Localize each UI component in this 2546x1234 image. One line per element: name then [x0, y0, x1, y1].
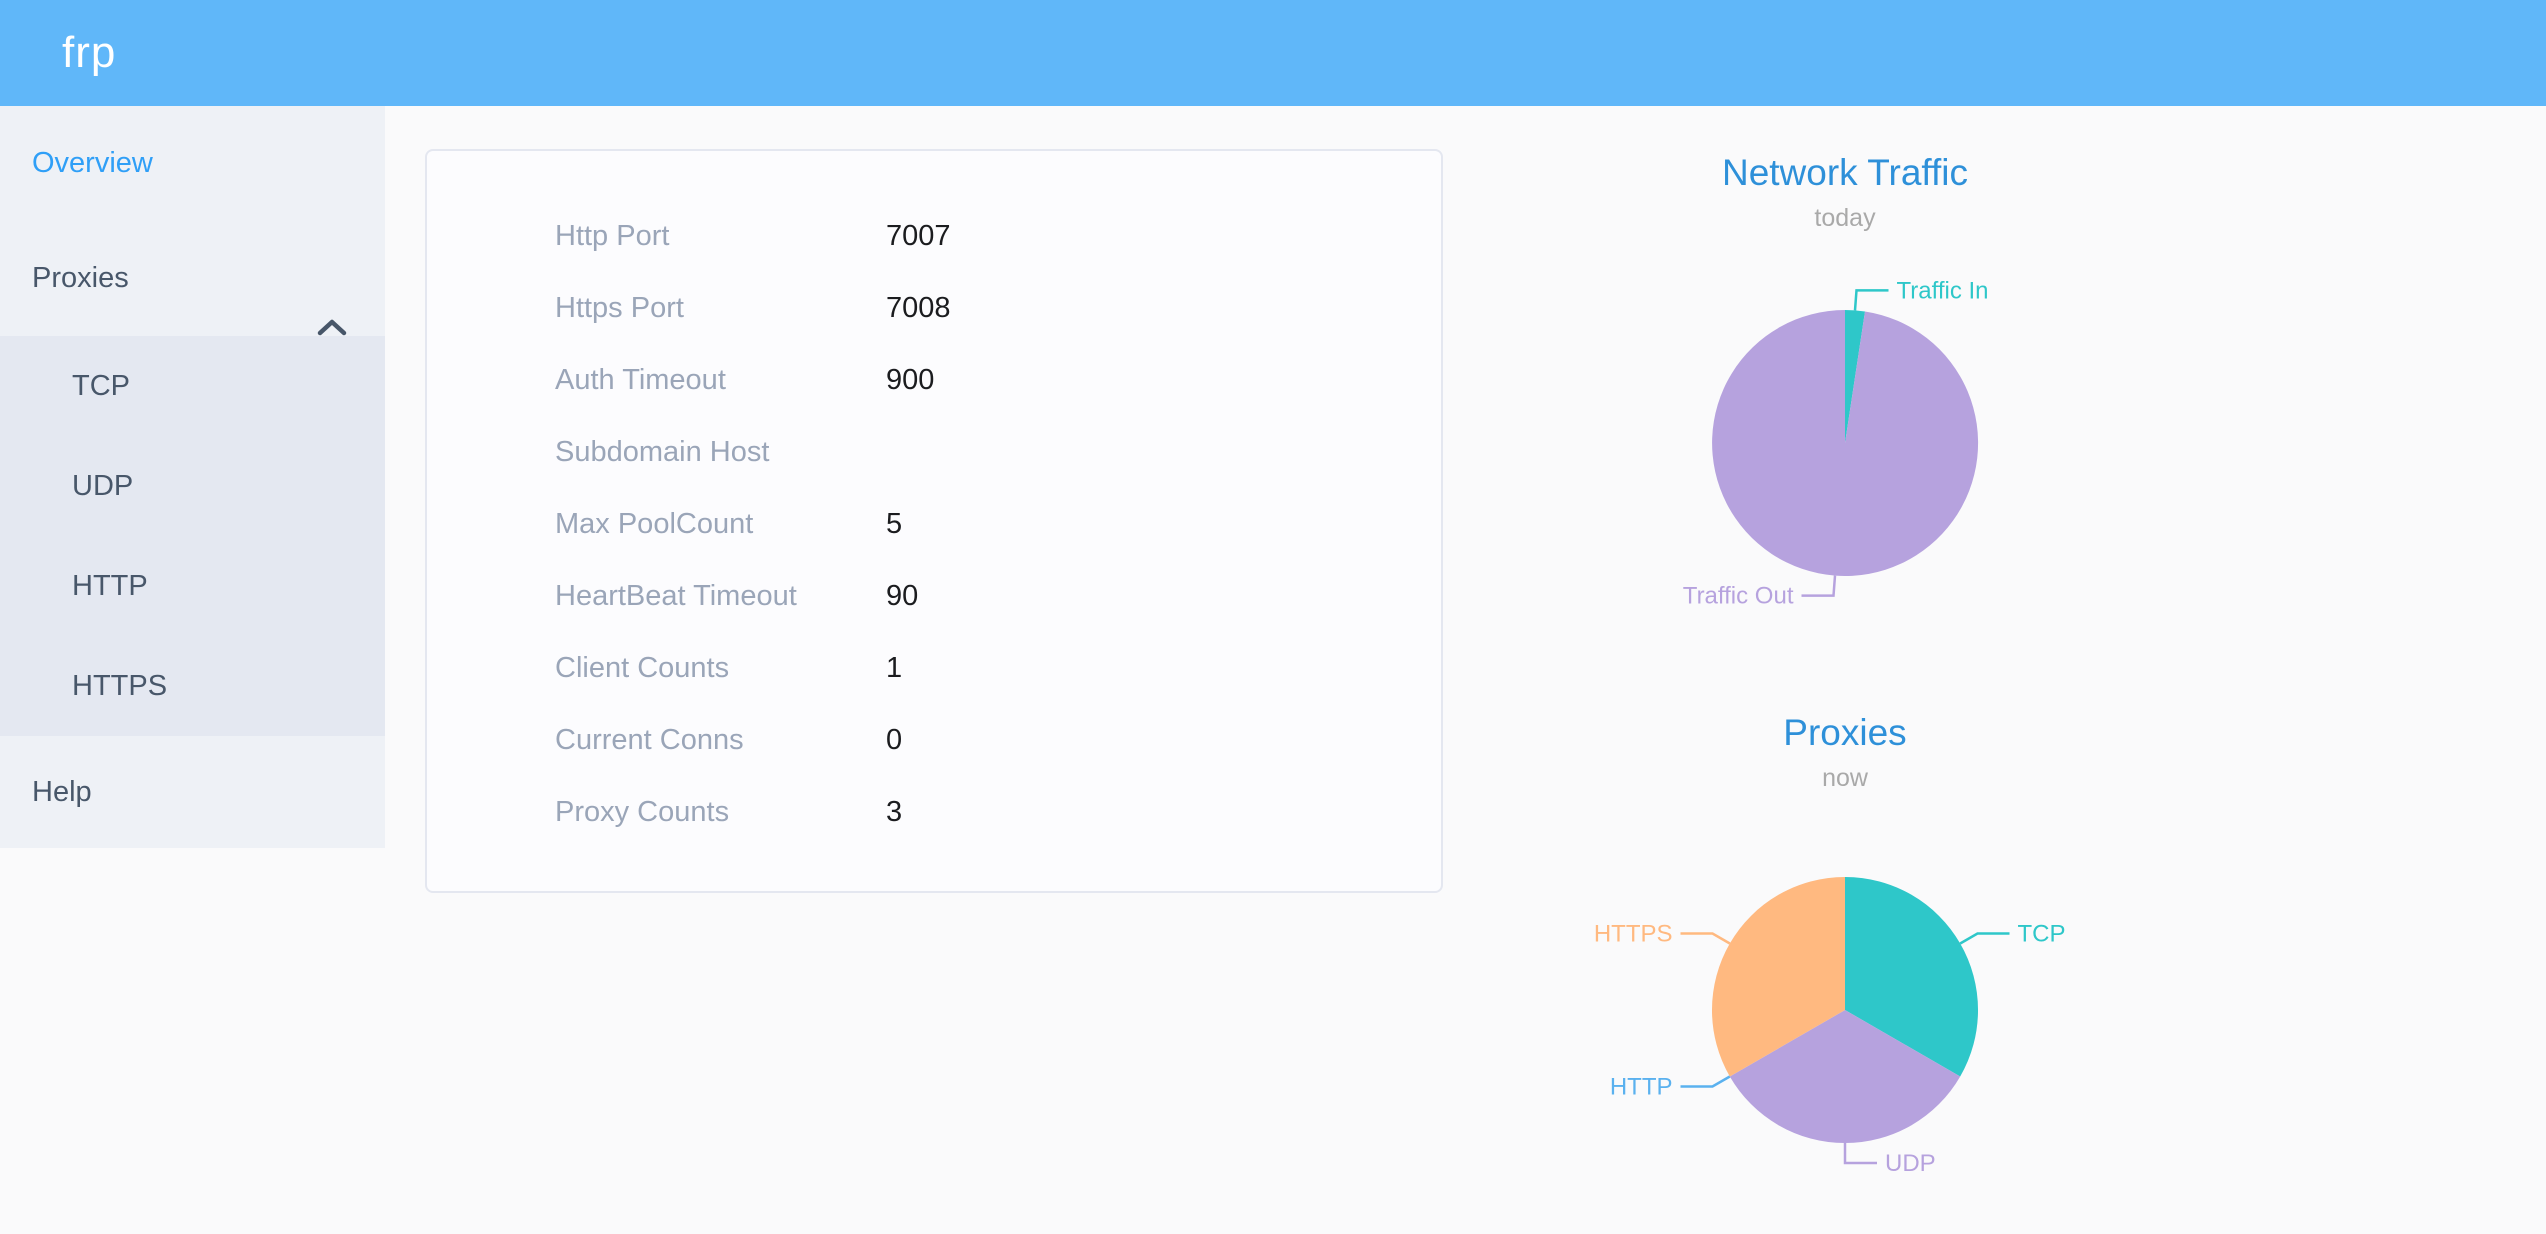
- info-label: Client Counts: [555, 651, 730, 684]
- chevron-up-icon: [317, 270, 347, 385]
- network-traffic-pie: Traffic In Traffic Out: [1683, 277, 1989, 610]
- chart-title: Proxies: [1783, 712, 1907, 753]
- sidebar-item-http[interactable]: HTTP: [72, 570, 148, 602]
- info-row: Https Port 7008: [427, 272, 1441, 344]
- pie-label-tcp: TCP: [2018, 921, 2066, 948]
- info-label: Auth Timeout: [555, 363, 726, 396]
- pie-label-traffic-out: Traffic Out: [1683, 583, 1794, 610]
- pie-label-http: HTTP: [1610, 1074, 1673, 1101]
- network-traffic-chart: Network Traffic today Traffic In Traffic …: [1445, 140, 2245, 655]
- chart-subtitle: today: [1814, 204, 1876, 232]
- info-value: 90: [886, 579, 919, 612]
- proxies-pie: TCP UDP HTTP HTTPS: [1594, 877, 2066, 1177]
- chart-title: Network Traffic: [1721, 152, 1969, 193]
- info-value: 5: [886, 507, 903, 540]
- pie-label-https: HTTPS: [1594, 921, 1673, 948]
- sidebar-item-tcp[interactable]: TCP: [72, 370, 130, 402]
- sidebar-item-udp[interactable]: UDP: [72, 470, 134, 502]
- proxies-chart: Proxies now TCP UDP HTTP HTTPS: [1445, 700, 2245, 1215]
- info-row: Current Conns 0: [427, 704, 1441, 776]
- info-row: Auth Timeout 900: [427, 344, 1441, 416]
- info-label: Max PoolCount: [555, 507, 754, 540]
- pie-slice-udp: [1729, 1010, 1961, 1144]
- info-row: Http Port 7007: [427, 200, 1441, 272]
- info-label: Subdomain Host: [555, 435, 770, 468]
- server-info-card: Http Port 7007 Https Port 7008 Auth Timeout 9…: [425, 149, 1443, 893]
- info-row: Subdomain Host: [427, 416, 1441, 488]
- info-row: HeartBeat Timeout 90: [427, 560, 1441, 632]
- app-header: frp: [0, 0, 2546, 106]
- pie-labelline-https: [1680, 932, 1731, 945]
- info-value: 900: [886, 363, 935, 396]
- sidebar-item-proxies[interactable]: Proxies: [0, 221, 385, 336]
- pie-slice-https: [1711, 877, 1845, 1077]
- pie-labelline-http: [1680, 1075, 1731, 1088]
- pie-label-traffic-in: Traffic In: [1897, 277, 1989, 304]
- sidebar-item-https[interactable]: HTTPS: [72, 670, 168, 702]
- pie-label-udp: UDP: [1885, 1150, 1936, 1177]
- info-label: Proxy Counts: [555, 795, 730, 828]
- info-value: 0: [886, 723, 903, 756]
- info-label: Current Conns: [555, 723, 744, 756]
- pie-labelline-tcp: [1959, 932, 2010, 945]
- info-value: 7007: [886, 219, 951, 252]
- sidebar-item-overview[interactable]: Overview: [32, 147, 153, 179]
- sidebar-item-help[interactable]: Help: [32, 776, 92, 808]
- chart-subtitle: now: [1822, 764, 1868, 792]
- sidebar-item-proxies-label: Proxies: [32, 262, 129, 294]
- info-value: 7008: [886, 291, 951, 324]
- pie-slice-traffic-in: [1845, 310, 1865, 443]
- pie-labelline-traffic-in: [1853, 289, 1889, 311]
- pie-labelline-udp: [1843, 1143, 1877, 1165]
- sidebar-menu: Overview Proxies TCP UDP HTTP HTTPS Help: [0, 106, 385, 848]
- proxies-submenu: TCP UDP HTTP HTTPS: [0, 336, 385, 736]
- app-logo: frp: [62, 28, 117, 77]
- info-value: 3: [886, 795, 903, 828]
- info-row: Proxy Counts 3: [427, 776, 1441, 848]
- info-value: 1: [886, 651, 903, 684]
- pie-labelline-traffic-out: [1801, 575, 1837, 597]
- info-row: Max PoolCount 5: [427, 488, 1441, 560]
- info-label: HeartBeat Timeout: [555, 579, 797, 612]
- info-label: Https Port: [555, 291, 684, 324]
- pie-slice-tcp: [1845, 877, 1979, 1077]
- info-label: Http Port: [555, 219, 670, 252]
- info-row: Client Counts 1: [427, 632, 1441, 704]
- pie-slice-traffic-out: [1712, 310, 1979, 576]
- sidebar: Overview Proxies TCP UDP HTTP HTTPS Help: [0, 106, 385, 848]
